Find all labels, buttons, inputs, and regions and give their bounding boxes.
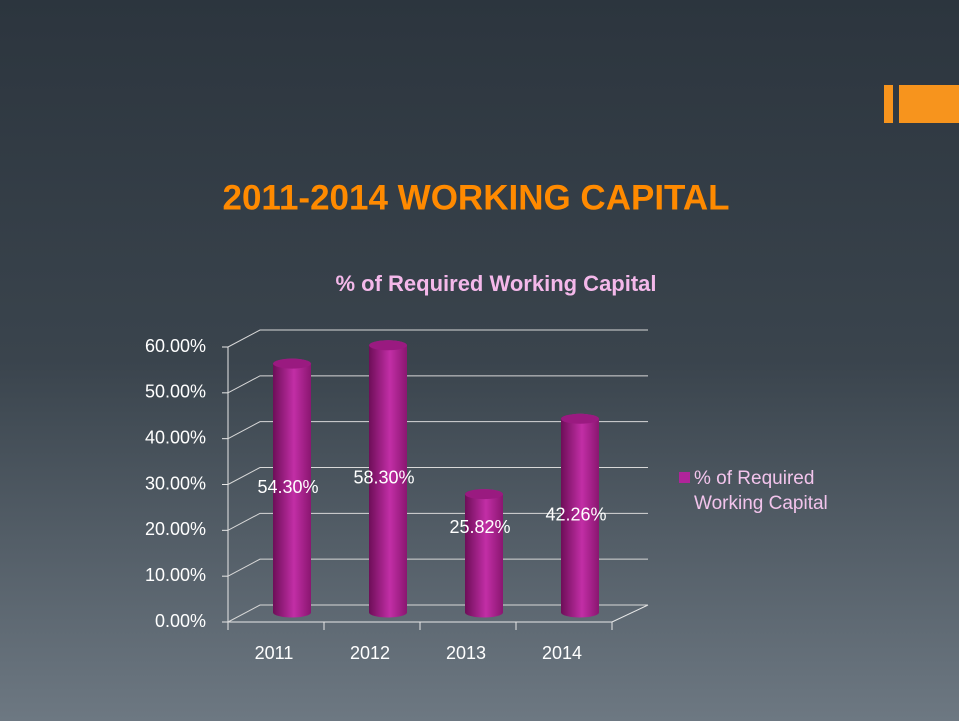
x-tick-label: 2012 bbox=[350, 643, 390, 663]
bar bbox=[561, 413, 599, 618]
data-label: 25.82% bbox=[449, 517, 510, 537]
accent-block bbox=[899, 85, 959, 123]
bar bbox=[369, 340, 407, 618]
data-label: 42.26% bbox=[545, 504, 606, 524]
y-tick-label: 50.00% bbox=[145, 382, 206, 402]
chart-title: % of Required Working Capital bbox=[335, 271, 656, 296]
y-tick-label: 30.00% bbox=[145, 473, 206, 493]
x-tick-label: 2013 bbox=[446, 643, 486, 663]
y-tick-label: 20.00% bbox=[145, 519, 206, 539]
grid-line bbox=[227, 604, 648, 623]
bar-top bbox=[561, 413, 599, 424]
bar-top bbox=[273, 358, 311, 369]
accent-bar bbox=[884, 85, 893, 123]
x-tick-label: 2011 bbox=[255, 643, 294, 663]
data-label: 58.30% bbox=[353, 468, 414, 488]
y-tick-label: 0.00% bbox=[155, 611, 206, 631]
x-tick-label: 2014 bbox=[542, 643, 582, 663]
y-tick-label: 60.00% bbox=[145, 336, 206, 356]
bar-top bbox=[465, 489, 503, 500]
bar-top bbox=[369, 340, 407, 351]
grid-line bbox=[227, 421, 648, 440]
slide-title: 2011-2014 WORKING CAPITAL bbox=[223, 178, 730, 217]
y-tick-label: 40.00% bbox=[145, 427, 206, 447]
bar bbox=[273, 358, 311, 618]
y-tick-label: 10.00% bbox=[145, 565, 206, 585]
data-label: 54.30% bbox=[257, 477, 318, 497]
grid-line bbox=[227, 512, 648, 531]
floor-side bbox=[611, 604, 649, 623]
bar bbox=[465, 489, 503, 618]
grid-line bbox=[227, 467, 648, 485]
grid-line bbox=[227, 375, 648, 394]
grid-line bbox=[227, 329, 648, 348]
legend-label: % of Required Working Capital bbox=[694, 468, 828, 514]
grid-line bbox=[227, 558, 648, 577]
legend-swatch bbox=[679, 472, 690, 483]
